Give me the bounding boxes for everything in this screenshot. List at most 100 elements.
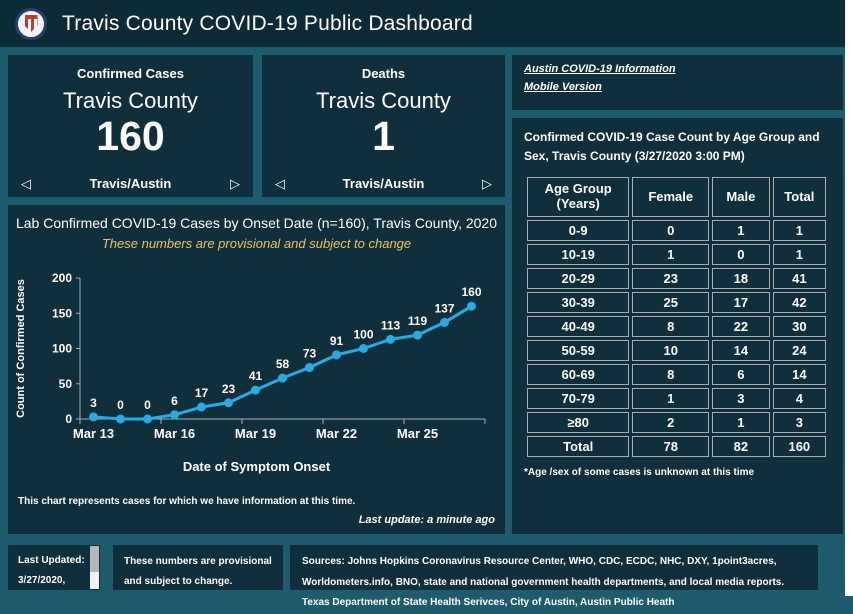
- next-arrow-icon[interactable]: ▷: [481, 176, 492, 191]
- provisional-note: These numbers are provisional and subjec…: [124, 556, 272, 587]
- scrollbar[interactable]: [90, 546, 99, 589]
- card-region: Travis County: [316, 88, 451, 113]
- seal-shield-icon: [24, 15, 38, 32]
- svg-text:Mar 25: Mar 25: [397, 426, 438, 441]
- svg-text:17: 17: [195, 386, 209, 400]
- svg-text:113: 113: [381, 318, 401, 332]
- col-male: Male: [712, 177, 770, 218]
- svg-text:Mar 22: Mar 22: [316, 426, 357, 441]
- page-title: Travis County COVID-19 Public Dashboard: [62, 11, 473, 35]
- age-group-cell: 0-9: [527, 220, 630, 242]
- table-row: 50-59 10 14 24: [527, 340, 826, 362]
- svg-text:0: 0: [117, 398, 124, 412]
- last-updated-date: 3/27/2020,: [18, 574, 66, 586]
- svg-text:41: 41: [249, 369, 263, 383]
- svg-text:200: 200: [52, 271, 72, 285]
- count-cell: 78: [632, 436, 710, 458]
- card-title: Confirmed Cases: [77, 66, 184, 81]
- travis-county-seal-icon: [15, 7, 47, 40]
- svg-text:3: 3: [90, 396, 97, 410]
- count-cell: 3: [712, 388, 770, 410]
- svg-text:Mar 19: Mar 19: [235, 426, 276, 441]
- table-row: Total 78 82 160: [527, 436, 826, 458]
- cases-line-chart: 0 50 100 150 200 Mar 13 Mar 16 Mar 19 Mar 22 Mar …: [15, 271, 486, 441]
- mobile-version-link[interactable]: Mobile Version: [524, 81, 602, 93]
- table-footnote: *Age /sex of some cases is unknown at th…: [524, 467, 755, 479]
- svg-text:23: 23: [222, 382, 236, 396]
- svg-text:Count of Confirmed Cases: Count of Confirmed Cases: [15, 279, 27, 418]
- confirmed-cases-count: 160: [96, 113, 165, 159]
- svg-text:58: 58: [276, 357, 290, 371]
- table-row: ≥80 2 1 3: [527, 412, 826, 434]
- count-cell: 3: [772, 412, 826, 434]
- card-carousel: ◁ Travis/Austin ▷: [262, 170, 505, 197]
- chart-x-axis-label: Date of Symptom Onset: [182, 459, 331, 474]
- count-cell: 42: [772, 292, 826, 314]
- svg-text:73: 73: [303, 347, 317, 361]
- chart-last-update: Last update: a minute ago: [358, 514, 495, 526]
- table-title: Confirmed COVID-19 Case Count by Age Gro…: [524, 130, 820, 163]
- age-group-cell: 10-19: [527, 244, 630, 266]
- count-cell: 24: [772, 340, 826, 362]
- page-right-edge: [845, 0, 853, 596]
- count-cell: 0: [632, 220, 710, 242]
- svg-text:150: 150: [52, 306, 72, 320]
- table-row: 60-69 8 6 14: [527, 364, 826, 386]
- count-cell: 82: [712, 436, 770, 458]
- count-cell: 23: [632, 268, 710, 290]
- table-row: 40-49 8 22 30: [527, 316, 826, 338]
- chart-subtitle: These numbers are provisional and subjec…: [101, 236, 412, 251]
- scrollbar-thumb[interactable]: [90, 546, 99, 572]
- svg-text:160: 160: [461, 285, 481, 299]
- count-cell: 18: [712, 268, 770, 290]
- app-header: Travis County COVID-19 Public Dashboard: [0, 0, 845, 47]
- count-cell: 14: [712, 340, 770, 362]
- prev-arrow-icon[interactable]: ◁: [21, 176, 31, 191]
- count-cell: 160: [772, 436, 826, 458]
- count-cell: 2: [632, 412, 710, 434]
- table-row: 20-29 23 18 41: [527, 268, 826, 290]
- card-region: Travis County: [63, 88, 198, 113]
- count-cell: 1: [712, 412, 770, 434]
- card-title: Deaths: [361, 66, 406, 81]
- count-cell: 1: [632, 244, 710, 266]
- count-cell: 14: [772, 364, 826, 386]
- count-cell: 1: [772, 220, 826, 242]
- age-group-cell: 60-69: [527, 364, 630, 386]
- svg-text:Mar 13: Mar 13: [73, 426, 114, 441]
- svg-text:137: 137: [434, 301, 454, 315]
- age-sex-table-panel: Confirmed COVID-19 Case Count by Age Gro…: [512, 118, 843, 534]
- sources-panel: Sources: Johns Hopkins Coronavirus Resou…: [290, 545, 818, 608]
- count-cell: 22: [712, 316, 770, 338]
- next-arrow-icon[interactable]: ▷: [229, 176, 240, 191]
- svg-text:0: 0: [65, 412, 72, 426]
- carousel-label: Travis/Austin: [342, 176, 425, 191]
- austin-covid-info-link[interactable]: Austin COVID-19 Information: [524, 63, 676, 75]
- card-carousel: ◁ Travis/Austin ▷: [8, 170, 253, 197]
- count-cell: 41: [772, 268, 826, 290]
- svg-text:6: 6: [171, 394, 178, 408]
- deaths-card: Deaths Travis County 1 ◁ Travis/Austin ▷: [262, 55, 505, 197]
- svg-text:100: 100: [353, 328, 373, 342]
- count-cell: 8: [632, 364, 710, 386]
- external-links-panel: Austin COVID-19 Information Mobile Versi…: [512, 55, 843, 110]
- svg-text:91: 91: [330, 334, 344, 348]
- last-updated-panel: Last Updated: 3/27/2020,: [8, 545, 100, 590]
- provisional-note-panel: These numbers are provisional and subjec…: [113, 545, 283, 590]
- svg-text:100: 100: [52, 342, 72, 356]
- col-total: Total: [772, 177, 826, 218]
- count-cell: 1: [772, 244, 826, 266]
- count-cell: 4: [772, 388, 826, 410]
- age-group-cell: 20-29: [527, 268, 630, 290]
- table-row: 70-79 1 3 4: [527, 388, 826, 410]
- count-cell: 1: [632, 388, 710, 410]
- count-cell: 6: [712, 364, 770, 386]
- count-cell: 25: [632, 292, 710, 314]
- age-group-cell: 70-79: [527, 388, 630, 410]
- svg-text:50: 50: [59, 377, 73, 391]
- onset-chart-panel: Lab Confirmed COVID-19 Cases by Onset Da…: [8, 205, 505, 534]
- count-cell: 30: [772, 316, 826, 338]
- sources-text: Sources: Johns Hopkins Coronavirus Resou…: [302, 556, 785, 608]
- prev-arrow-icon[interactable]: ◁: [275, 176, 285, 191]
- confirmed-cases-card: Confirmed Cases Travis County 160 ◁ Trav…: [8, 55, 253, 197]
